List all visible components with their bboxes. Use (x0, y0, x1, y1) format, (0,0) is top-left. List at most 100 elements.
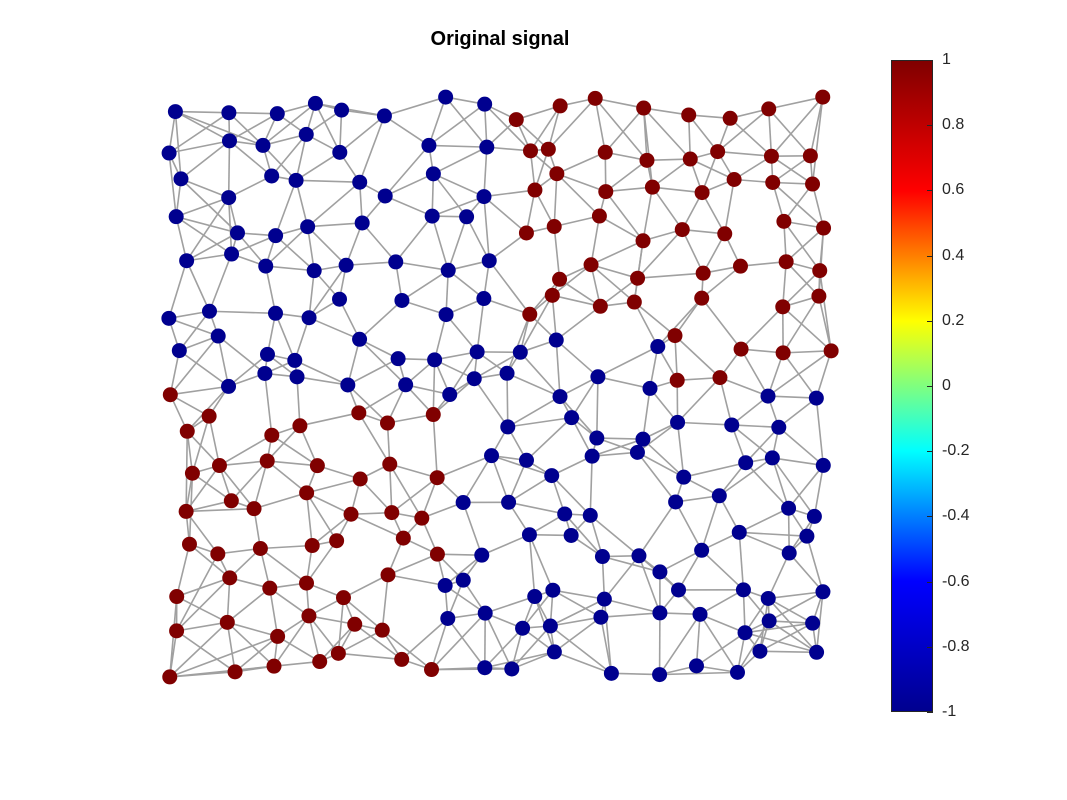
graph-edge (642, 187, 654, 241)
node-positive (591, 208, 607, 224)
graph-edge (389, 463, 438, 479)
node-positive (726, 172, 742, 188)
graph-edge (659, 671, 738, 676)
node-negative (173, 171, 189, 187)
graph-edge (554, 651, 612, 675)
graph-edge (169, 335, 219, 396)
colorbar-tick-mark (927, 320, 933, 322)
node-negative (259, 346, 275, 362)
graph-edge (354, 623, 403, 661)
node-positive (546, 218, 562, 234)
node-negative (168, 209, 184, 225)
node-negative (781, 545, 797, 561)
graph-edge (783, 183, 814, 222)
graph-edge (701, 265, 741, 299)
chart-title: Original signal (430, 28, 570, 50)
graph-edge (168, 140, 230, 154)
colorbar-tick-mark (927, 712, 933, 713)
graph-edge (191, 472, 232, 502)
graph-edge (308, 615, 339, 654)
node-negative (298, 126, 314, 142)
node-negative (735, 582, 751, 598)
node-positive (266, 658, 282, 674)
graph-edge (590, 264, 635, 303)
graph-edge (739, 531, 807, 537)
graph-edge (744, 622, 813, 634)
node-positive (210, 546, 226, 562)
graph-edge (782, 295, 820, 354)
node-positive (815, 89, 831, 105)
node-positive (429, 546, 445, 562)
node-positive (181, 536, 197, 552)
graph-edge (484, 595, 535, 614)
node-positive (179, 423, 195, 439)
graph-edge (738, 532, 745, 590)
node-negative (764, 450, 780, 466)
node-negative (477, 96, 493, 112)
graph-edge (186, 232, 238, 262)
node-positive (552, 98, 568, 114)
graph-edge (186, 430, 221, 467)
graph-edge (381, 574, 389, 631)
node-negative (670, 414, 686, 430)
graph-edge (428, 144, 487, 148)
graph-edge (358, 115, 386, 183)
node-negative (557, 506, 573, 522)
graph-edge (430, 618, 449, 670)
graph-edge (175, 110, 230, 142)
graph-edge (553, 616, 602, 653)
node-positive (636, 100, 652, 116)
graph-edge (296, 179, 360, 183)
node-negative (481, 253, 497, 269)
graph-edge (809, 96, 824, 157)
node-negative (752, 643, 768, 659)
node-negative (340, 377, 356, 393)
graph-edge (528, 534, 536, 597)
graph-edge (596, 437, 643, 440)
graph-edge (719, 376, 769, 397)
node-positive (639, 152, 655, 168)
graph-edge (554, 215, 600, 228)
node-positive (424, 662, 440, 678)
graph-edge (551, 475, 591, 516)
graph-edge (597, 345, 659, 378)
graph-edge (507, 459, 528, 503)
node-positive (681, 107, 697, 123)
graph-edge (430, 612, 486, 671)
node-negative (354, 215, 370, 231)
graph-edge (772, 457, 824, 467)
graph-edge (787, 464, 824, 509)
graph-edge (307, 222, 363, 228)
graph-edge (295, 151, 341, 182)
graph-edge (358, 384, 407, 414)
graph-edge (294, 317, 310, 361)
graph-edge (381, 629, 433, 671)
node-negative (388, 254, 404, 270)
graph-edge (552, 589, 602, 618)
node-negative (692, 606, 708, 622)
graph-edge (701, 549, 744, 591)
graph-edge (556, 151, 606, 175)
node-positive (184, 465, 200, 481)
graph-edge (605, 191, 644, 242)
node-positive (802, 148, 818, 164)
graph-edge (681, 229, 704, 274)
graph-edge (657, 297, 703, 348)
node-negative (161, 310, 177, 326)
node-negative (688, 658, 704, 674)
graph-edge (447, 617, 486, 669)
graph-edge (219, 434, 273, 467)
node-negative (229, 225, 245, 241)
graph-edge (594, 98, 607, 153)
graph-edge (556, 173, 600, 217)
graph-edge (185, 197, 230, 262)
graph-edge (770, 155, 813, 185)
graph-edge (176, 577, 231, 632)
graph-edge (689, 158, 735, 181)
graph-edge (226, 587, 271, 623)
graph-edge (782, 270, 821, 308)
graph-edge (602, 555, 661, 573)
node-negative (438, 89, 454, 105)
graph-edge (683, 461, 746, 478)
graph-edge (296, 376, 348, 386)
